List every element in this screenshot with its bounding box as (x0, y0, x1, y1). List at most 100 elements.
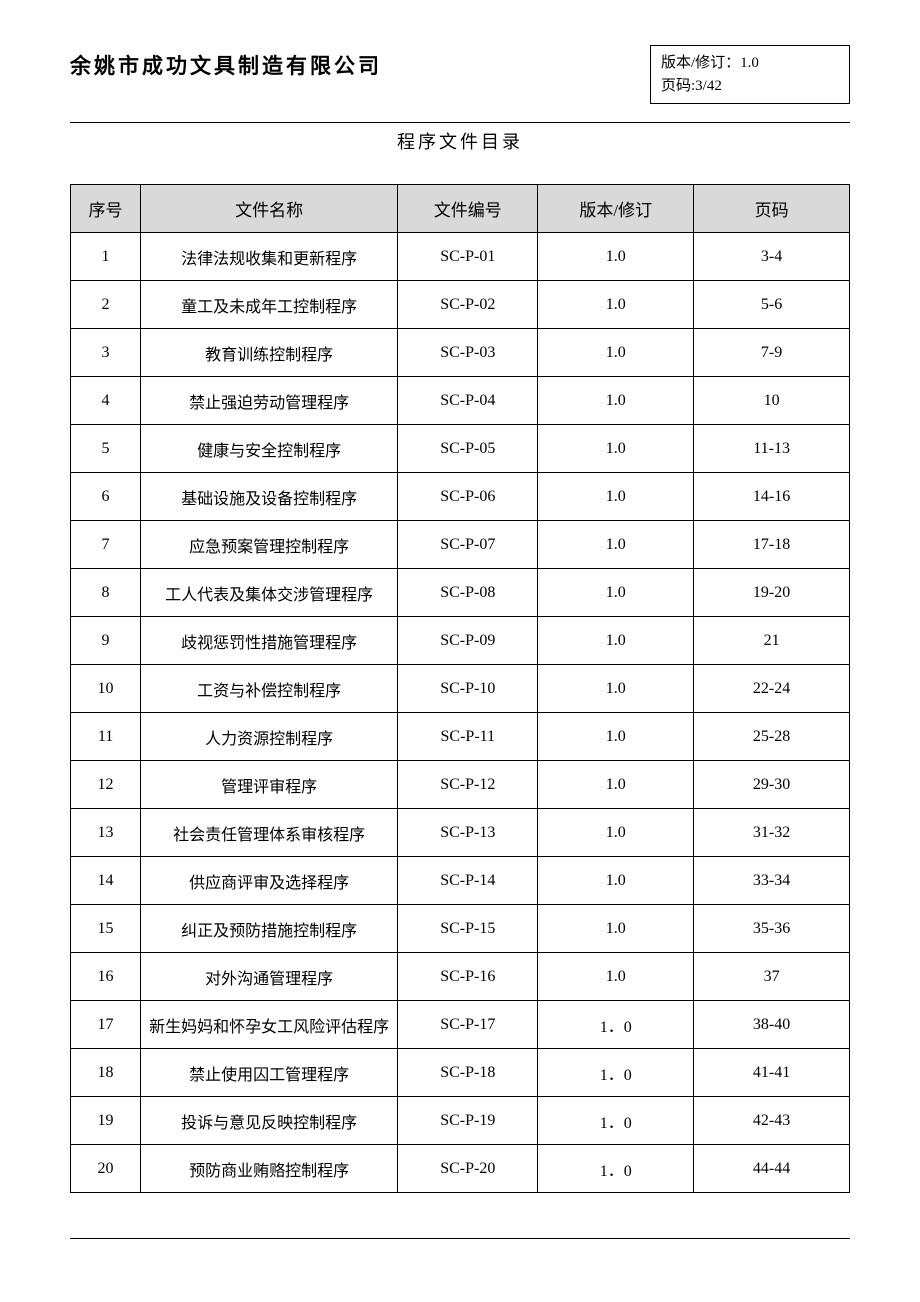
cell-code: SC-P-05 (398, 425, 538, 473)
table-row: 18禁止使用囚工管理程序SC-P-181．041-41 (71, 1049, 850, 1097)
cell-page: 11-13 (694, 425, 850, 473)
toc-table: 序号 文件名称 文件编号 版本/修订 页码 1法律法规收集和更新程序SC-P-0… (70, 184, 850, 1193)
cell-version: 1.0 (538, 809, 694, 857)
table-row: 3教育训练控制程序SC-P-031.07-9 (71, 329, 850, 377)
cell-page: 42-43 (694, 1097, 850, 1145)
header-divider (70, 122, 850, 123)
cell-page: 22-24 (694, 665, 850, 713)
cell-name: 歧视惩罚性措施管理程序 (141, 617, 398, 665)
col-header-name: 文件名称 (141, 185, 398, 233)
cell-name: 投诉与意见反映控制程序 (141, 1097, 398, 1145)
cell-name: 工人代表及集体交涉管理程序 (141, 569, 398, 617)
cell-code: SC-P-13 (398, 809, 538, 857)
cell-name: 供应商评审及选择程序 (141, 857, 398, 905)
table-row: 8工人代表及集体交涉管理程序SC-P-081.019-20 (71, 569, 850, 617)
table-row: 2童工及未成年工控制程序SC-P-021.05-6 (71, 281, 850, 329)
table-row: 13社会责任管理体系审核程序SC-P-131.031-32 (71, 809, 850, 857)
cell-seq: 8 (71, 569, 141, 617)
cell-code: SC-P-11 (398, 713, 538, 761)
table-row: 17新生妈妈和怀孕女工风险评估程序SC-P-171．038-40 (71, 1001, 850, 1049)
cell-page: 35-36 (694, 905, 850, 953)
info-box: 版本/修订：1.0 页码:3/42 (650, 45, 850, 104)
cell-code: SC-P-15 (398, 905, 538, 953)
table-row: 14供应商评审及选择程序SC-P-141.033-34 (71, 857, 850, 905)
cell-seq: 13 (71, 809, 141, 857)
cell-code: SC-P-10 (398, 665, 538, 713)
cell-code: SC-P-06 (398, 473, 538, 521)
cell-code: SC-P-19 (398, 1097, 538, 1145)
table-row: 4禁止强迫劳动管理程序SC-P-041.010 (71, 377, 850, 425)
cell-seq: 2 (71, 281, 141, 329)
cell-name: 基础设施及设备控制程序 (141, 473, 398, 521)
cell-code: SC-P-20 (398, 1145, 538, 1193)
cell-version: 1.0 (538, 473, 694, 521)
col-header-code: 文件编号 (398, 185, 538, 233)
cell-seq: 6 (71, 473, 141, 521)
cell-name: 对外沟通管理程序 (141, 953, 398, 1001)
table-header-row: 序号 文件名称 文件编号 版本/修订 页码 (71, 185, 850, 233)
cell-page: 37 (694, 953, 850, 1001)
cell-page: 38-40 (694, 1001, 850, 1049)
cell-seq: 9 (71, 617, 141, 665)
cell-version: 1.0 (538, 425, 694, 473)
table-row: 11人力资源控制程序SC-P-111.025-28 (71, 713, 850, 761)
table-row: 10工资与补偿控制程序SC-P-101.022-24 (71, 665, 850, 713)
cell-code: SC-P-14 (398, 857, 538, 905)
cell-code: SC-P-01 (398, 233, 538, 281)
cell-version: 1．0 (538, 1097, 694, 1145)
table-row: 6基础设施及设备控制程序SC-P-061.014-16 (71, 473, 850, 521)
cell-version: 1.0 (538, 617, 694, 665)
table-row: 16对外沟通管理程序SC-P-161.037 (71, 953, 850, 1001)
cell-version: 1.0 (538, 665, 694, 713)
cell-version: 1．0 (538, 1001, 694, 1049)
cell-name: 预防商业贿赂控制程序 (141, 1145, 398, 1193)
cell-name: 禁止强迫劳动管理程序 (141, 377, 398, 425)
cell-seq: 1 (71, 233, 141, 281)
cell-seq: 12 (71, 761, 141, 809)
cell-seq: 16 (71, 953, 141, 1001)
cell-page: 31-32 (694, 809, 850, 857)
cell-page: 25-28 (694, 713, 850, 761)
cell-version: 1．0 (538, 1049, 694, 1097)
col-header-seq: 序号 (71, 185, 141, 233)
cell-seq: 15 (71, 905, 141, 953)
cell-seq: 18 (71, 1049, 141, 1097)
cell-code: SC-P-07 (398, 521, 538, 569)
table-body: 1法律法规收集和更新程序SC-P-011.03-42童工及未成年工控制程序SC-… (71, 233, 850, 1193)
cell-code: SC-P-02 (398, 281, 538, 329)
cell-code: SC-P-17 (398, 1001, 538, 1049)
cell-code: SC-P-09 (398, 617, 538, 665)
cell-version: 1.0 (538, 953, 694, 1001)
cell-version: 1．0 (538, 1145, 694, 1193)
document-header: 余姚市成功文具制造有限公司 版本/修订：1.0 页码:3/42 (70, 50, 850, 80)
cell-version: 1.0 (538, 329, 694, 377)
cell-code: SC-P-16 (398, 953, 538, 1001)
page-label: 页码:3/42 (661, 75, 835, 98)
cell-version: 1.0 (538, 761, 694, 809)
cell-seq: 4 (71, 377, 141, 425)
cell-version: 1.0 (538, 521, 694, 569)
cell-seq: 20 (71, 1145, 141, 1193)
cell-page: 7-9 (694, 329, 850, 377)
cell-page: 19-20 (694, 569, 850, 617)
col-header-page: 页码 (694, 185, 850, 233)
cell-seq: 7 (71, 521, 141, 569)
cell-page: 10 (694, 377, 850, 425)
cell-page: 5-6 (694, 281, 850, 329)
table-row: 20预防商业贿赂控制程序SC-P-201．044-44 (71, 1145, 850, 1193)
cell-page: 21 (694, 617, 850, 665)
document-title: 程序文件目录 (70, 128, 850, 154)
version-label: 版本/修订：1.0 (661, 52, 835, 75)
cell-seq: 3 (71, 329, 141, 377)
cell-code: SC-P-04 (398, 377, 538, 425)
cell-name: 纠正及预防措施控制程序 (141, 905, 398, 953)
cell-page: 44-44 (694, 1145, 850, 1193)
table-row: 15纠正及预防措施控制程序SC-P-151.035-36 (71, 905, 850, 953)
footer-divider (70, 1238, 850, 1239)
cell-name: 禁止使用囚工管理程序 (141, 1049, 398, 1097)
cell-name: 工资与补偿控制程序 (141, 665, 398, 713)
cell-code: SC-P-12 (398, 761, 538, 809)
cell-code: SC-P-08 (398, 569, 538, 617)
table-row: 7应急预案管理控制程序SC-P-071.017-18 (71, 521, 850, 569)
col-header-version: 版本/修订 (538, 185, 694, 233)
